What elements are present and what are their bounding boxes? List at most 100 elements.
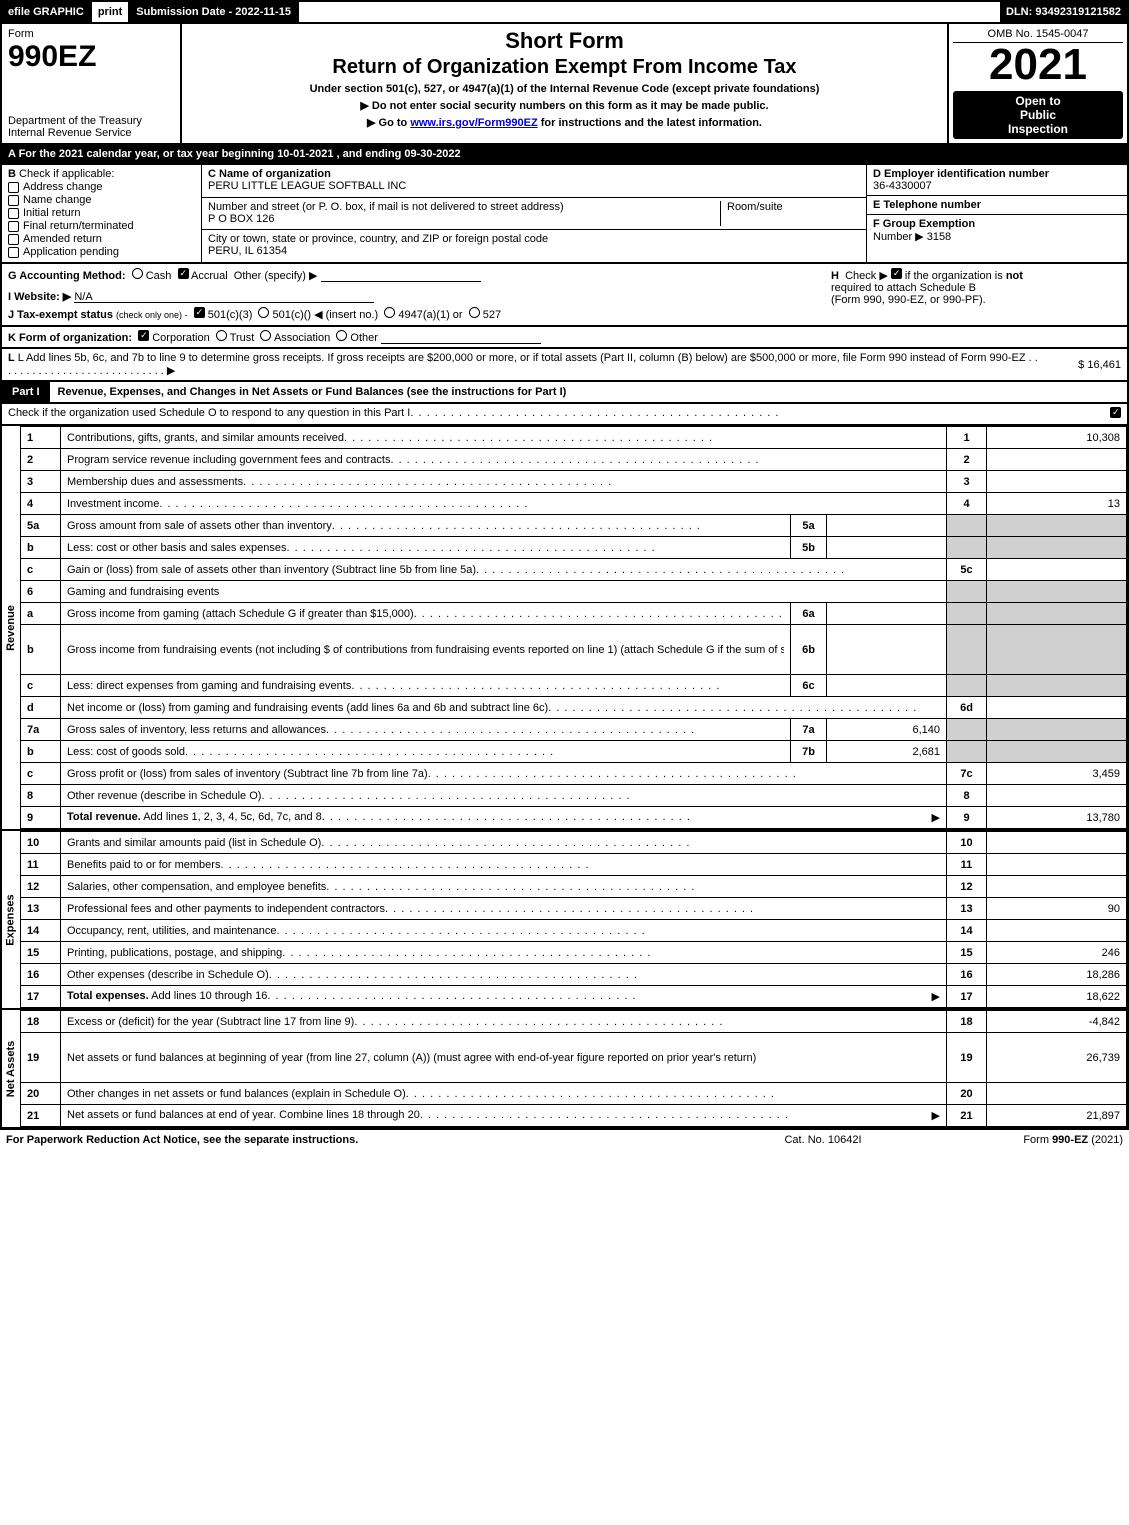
right-num-shade xyxy=(947,675,987,697)
b-check-if: Check if applicable: xyxy=(19,168,114,180)
subline-value xyxy=(827,537,947,559)
checkbox-icon[interactable] xyxy=(8,195,19,206)
line-number: 20 xyxy=(21,1083,61,1105)
amount-value: 26,739 xyxy=(987,1033,1127,1083)
form-word: Form xyxy=(8,28,174,40)
table-row: 9Total revenue. Add lines 1, 2, 3, 4, 5c… xyxy=(21,807,1127,829)
c-city-label: City or town, state or province, country… xyxy=(208,233,860,245)
checkbox-icon[interactable] xyxy=(8,182,19,193)
chk-501c3[interactable] xyxy=(194,307,205,318)
f-label: F Group Exemption xyxy=(873,218,975,230)
chk-association[interactable] xyxy=(260,330,271,341)
chk-501c[interactable] xyxy=(258,307,269,318)
amount-value: 3,459 xyxy=(987,763,1127,785)
line-description: Gross amount from sale of assets other t… xyxy=(61,515,791,537)
line-number: c xyxy=(21,675,61,697)
checkbox-icon[interactable] xyxy=(8,208,19,219)
subline-value: 2,681 xyxy=(827,741,947,763)
chk-other-org[interactable] xyxy=(336,330,347,341)
netassets-table: 18Excess or (deficit) for the year (Subt… xyxy=(20,1010,1127,1127)
line-number: d xyxy=(21,697,61,719)
right-line-number: 18 xyxy=(947,1011,987,1033)
subline-value xyxy=(827,625,947,675)
chk-application-pending[interactable]: Application pending xyxy=(8,246,195,258)
radio-cash[interactable] xyxy=(132,268,143,279)
part-i-note: Check if the organization used Schedule … xyxy=(0,404,1129,426)
chk-corporation[interactable] xyxy=(138,330,149,341)
table-row: cLess: direct expenses from gaming and f… xyxy=(21,675,1127,697)
right-line-number: 5c xyxy=(947,559,987,581)
other-specify-input[interactable] xyxy=(321,270,481,282)
chk-schedule-o-part1[interactable] xyxy=(1110,407,1121,418)
chk-name-change[interactable]: Name change xyxy=(8,194,195,206)
org-city: PERU, IL 61354 xyxy=(208,245,860,257)
amount-value xyxy=(987,449,1127,471)
line-g: G Accounting Method: Cash Accrual Other … xyxy=(8,268,821,282)
chk-schedule-b[interactable] xyxy=(891,268,902,279)
amount-shade xyxy=(987,515,1127,537)
right-line-number: 14 xyxy=(947,920,987,942)
title-return: Return of Organization Exempt From Incom… xyxy=(188,56,941,79)
table-row: 15Printing, publications, postage, and s… xyxy=(21,942,1127,964)
i-label: I Website: ▶ xyxy=(8,291,71,303)
right-num-shade xyxy=(947,603,987,625)
chk-address-change[interactable]: Address change xyxy=(8,181,195,193)
footer-form: 990-EZ xyxy=(1052,1134,1088,1146)
goto-post: for instructions and the latest informat… xyxy=(538,117,762,129)
c-addr-label: Number and street (or P. O. box, if mail… xyxy=(208,201,720,213)
radio-accrual[interactable] xyxy=(178,268,189,279)
amount-value xyxy=(987,854,1127,876)
chk-4947[interactable] xyxy=(384,307,395,318)
chk-initial-return[interactable]: Initial return xyxy=(8,207,195,219)
right-line-number: 6d xyxy=(947,697,987,719)
checkbox-icon[interactable] xyxy=(8,221,19,232)
g-label: G Accounting Method: xyxy=(8,270,126,282)
line-description: Benefits paid to or for members xyxy=(61,854,947,876)
amount-value: 21,897 xyxy=(987,1105,1127,1127)
right-line-number: 20 xyxy=(947,1083,987,1105)
amount-value: 18,286 xyxy=(987,964,1127,986)
opt-4947: 4947(a)(1) or xyxy=(398,309,462,321)
revenue-side-label: Revenue xyxy=(0,426,20,831)
expenses-side-text: Expenses xyxy=(5,894,17,945)
right-line-number: 21 xyxy=(947,1105,987,1127)
line-h: H Check ▶ if the organization is not req… xyxy=(821,268,1121,321)
table-row: 10Grants and similar amounts paid (list … xyxy=(21,832,1127,854)
right-line-number: 16 xyxy=(947,964,987,986)
chk-527[interactable] xyxy=(469,307,480,318)
table-row: 2Program service revenue including gover… xyxy=(21,449,1127,471)
top-bar: efile GRAPHIC print Submission Date - 20… xyxy=(0,0,1129,24)
opt-assoc: Association xyxy=(274,332,330,344)
header-right: OMB No. 1545-0047 2021 Open to Public In… xyxy=(947,24,1127,143)
line-description: Excess or (deficit) for the year (Subtra… xyxy=(61,1011,947,1033)
line-description: Other revenue (describe in Schedule O) xyxy=(61,785,947,807)
checkbox-icon[interactable] xyxy=(8,234,19,245)
line-description: Net assets or fund balances at end of ye… xyxy=(61,1105,947,1127)
footer-right-pre: Form xyxy=(1023,1134,1052,1146)
room-suite: Room/suite xyxy=(720,201,860,227)
revenue-side-text: Revenue xyxy=(5,605,17,651)
line-number: 11 xyxy=(21,854,61,876)
line-description: Gross income from fundraising events (no… xyxy=(61,625,791,675)
table-row: 14Occupancy, rent, utilities, and mainte… xyxy=(21,920,1127,942)
line-description: Membership dues and assessments xyxy=(61,471,947,493)
line-number: 13 xyxy=(21,898,61,920)
line-description: Gain or (loss) from sale of assets other… xyxy=(61,559,947,581)
line-number: 21 xyxy=(21,1105,61,1127)
revenue-table: 1Contributions, gifts, grants, and simil… xyxy=(20,426,1127,829)
chk-amended-return[interactable]: Amended return xyxy=(8,233,195,245)
print-button[interactable]: print xyxy=(92,2,130,22)
irs-link[interactable]: www.irs.gov/Form990EZ xyxy=(410,117,537,129)
table-row: 4Investment income413 xyxy=(21,493,1127,515)
chk-trust[interactable] xyxy=(216,330,227,341)
other-org-input[interactable] xyxy=(381,332,541,344)
opt-trust: Trust xyxy=(230,332,255,344)
amount-value xyxy=(987,559,1127,581)
line-description: Other changes in net assets or fund bala… xyxy=(61,1083,947,1105)
line-description: Investment income xyxy=(61,493,947,515)
chk-final-return[interactable]: Final return/terminated xyxy=(8,220,195,232)
other-label: Other (specify) ▶ xyxy=(234,270,318,282)
h-text2: if the organization is xyxy=(905,270,1003,282)
checkbox-icon[interactable] xyxy=(8,247,19,258)
c-name-label: C Name of organization xyxy=(208,168,860,180)
